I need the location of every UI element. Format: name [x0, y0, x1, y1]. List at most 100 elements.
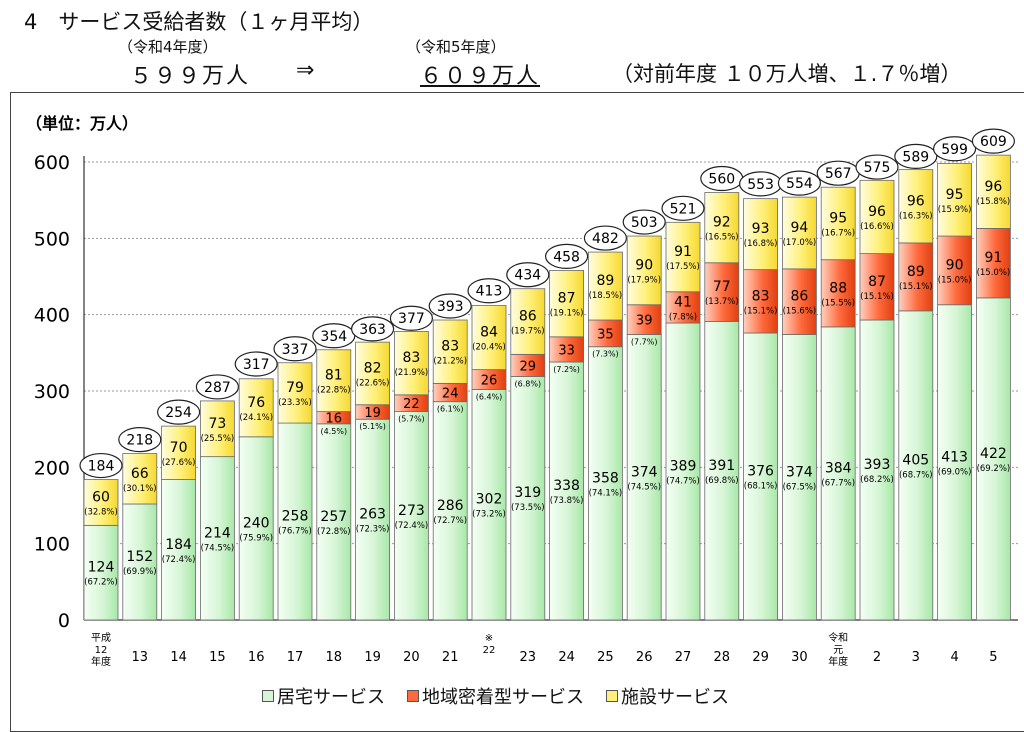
value-label-facility: 86	[519, 309, 537, 325]
bar-segment-home	[859, 319, 895, 621]
total-bubble	[583, 225, 628, 251]
previous-period-value: ５９９万人	[130, 64, 251, 89]
value-label-home: 384	[825, 460, 852, 476]
percent-label-facility: (21.9%)	[395, 368, 429, 378]
legend-swatch-facility	[606, 690, 618, 702]
bar-segment-facility	[937, 163, 972, 237]
value-label-facility: 81	[325, 368, 343, 384]
bar-segment-facility	[122, 453, 158, 505]
bar-segment-facility	[471, 305, 507, 371]
legend-item-home: 居宅サービス	[262, 683, 385, 709]
total-label: 287	[204, 380, 231, 396]
legend-label-community: 地域密着型サービス	[422, 687, 584, 708]
bar-segment-community	[976, 228, 1011, 299]
bar-segment-home	[626, 334, 662, 621]
total-label: 184	[88, 459, 115, 475]
percent-label-facility: (18.5%)	[589, 291, 623, 301]
x-tick-label: 17	[287, 650, 304, 665]
total-label: 354	[320, 329, 347, 345]
percent-label-community: (4.5%)	[321, 427, 348, 436]
legend-item-facility: 施設サービス	[606, 683, 729, 709]
value-label-community: 16	[326, 412, 343, 427]
bar-segment-home	[937, 304, 972, 621]
total-label: 609	[980, 134, 1007, 150]
percent-label-facility: (25.5%)	[201, 434, 235, 444]
bar-segment-home	[122, 503, 158, 621]
value-label-home: 152	[126, 549, 153, 565]
total-bubble	[544, 243, 589, 269]
y-tick-label: 0	[58, 610, 70, 632]
total-bubble	[932, 136, 977, 162]
bar-segment-home	[665, 322, 701, 621]
bar-segment-facility	[859, 179, 895, 255]
x-tick-label: 19	[364, 650, 381, 665]
percent-label-home: (72.8%)	[317, 527, 351, 537]
percent-label-community: (15.1%)	[860, 292, 894, 302]
percent-label-home: (72.4%)	[395, 521, 429, 531]
total-bubble	[157, 399, 201, 425]
total-label: 434	[514, 268, 541, 284]
percent-label-facility: (19.1%)	[550, 309, 584, 319]
total-bubble	[661, 195, 705, 221]
total-bubble	[971, 128, 1016, 154]
total-label: 553	[747, 177, 774, 193]
bar-segment-home	[549, 361, 584, 621]
bar-segment-home	[83, 524, 119, 621]
percent-label-facility: (27.6%)	[162, 458, 196, 468]
x-tick-label: 28	[714, 650, 731, 665]
value-label-facility: 70	[170, 440, 188, 456]
bar-segment-facility	[782, 196, 817, 270]
percent-label-facility: (17.0%)	[783, 238, 817, 248]
bar-segment-community	[859, 253, 895, 321]
x-tick-label: 25	[597, 650, 614, 665]
y-tick-label: 100	[34, 534, 70, 556]
value-label-community: 83	[752, 288, 770, 304]
value-label-home: 338	[553, 478, 580, 494]
bar-segment-facility	[393, 331, 429, 396]
percent-label-home: (69.8%)	[705, 476, 739, 486]
page-title: 4 サービス受給者数（１ヶ月平均）	[24, 10, 374, 34]
percent-label-home: (76.7%)	[278, 527, 312, 537]
x-tick-label: 22	[483, 645, 496, 656]
value-label-home: 257	[320, 509, 347, 525]
bar-segment-home	[898, 310, 934, 621]
value-label-community: 26	[481, 374, 498, 389]
value-label-home: 413	[941, 449, 968, 465]
bar-segment-facility	[355, 341, 391, 406]
bar-segment-facility	[316, 349, 352, 413]
x-tick-label: 30	[791, 650, 808, 665]
percent-label-home: (74.1%)	[589, 488, 623, 498]
value-label-home: 124	[88, 560, 115, 576]
value-label-facility: 79	[286, 380, 304, 396]
bar-segment-home	[199, 456, 235, 621]
chart-legend: 居宅サービス 地域密着型サービス 施設サービス	[262, 683, 729, 709]
bar-segment-home	[820, 326, 856, 621]
value-label-community: 88	[829, 280, 847, 296]
x-tick-label: 23	[520, 650, 537, 665]
percent-label-home: (67.5%)	[783, 482, 817, 492]
total-label: 377	[398, 311, 425, 327]
value-label-facility: 96	[868, 204, 886, 220]
bar-segment-home	[471, 389, 507, 621]
percent-label-facility: (30.1%)	[123, 484, 157, 494]
total-bubble	[79, 452, 123, 479]
percent-label-facility: (15.9%)	[938, 205, 972, 215]
x-tick-label: 年度	[91, 655, 111, 668]
bar-segment-community	[626, 304, 662, 335]
percent-label-community: (7.2%)	[553, 365, 580, 374]
value-label-home: 286	[437, 498, 464, 514]
percent-label-community: (5.7%)	[398, 415, 425, 424]
y-tick-label: 300	[34, 381, 70, 403]
value-label-home: 273	[398, 503, 425, 519]
value-label-facility: 95	[946, 187, 964, 203]
bar-segment-home	[782, 334, 817, 621]
arrow-icon: ⇒	[296, 58, 315, 83]
legend-label-home: 居宅サービス	[277, 687, 385, 708]
bar-segment-community	[937, 235, 972, 306]
value-label-facility: 84	[480, 325, 498, 341]
percent-label-facility: (16.8%)	[744, 239, 778, 249]
percent-label-home: (73.8%)	[550, 496, 584, 506]
percent-label-community: (7.8%)	[669, 312, 697, 322]
bar-segment-community	[743, 269, 778, 334]
percent-label-facility: (16.3%)	[899, 211, 933, 221]
